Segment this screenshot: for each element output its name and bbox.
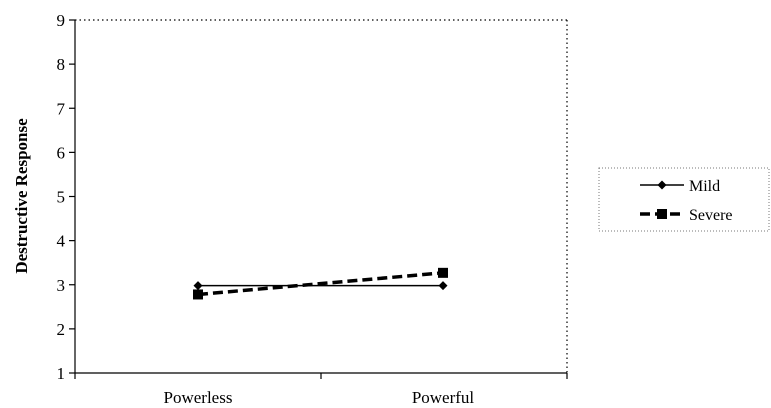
y-tick-label: 8 <box>57 55 66 74</box>
y-tick-label: 3 <box>57 276 66 295</box>
data-point-severe <box>438 267 448 278</box>
x-category-label: Powerless <box>164 388 233 407</box>
legend-label-mild: Mild <box>689 178 720 195</box>
legend-box <box>598 167 770 232</box>
y-tick-label: 6 <box>57 143 66 162</box>
y-tick-label: 1 <box>57 364 66 383</box>
series-layer <box>193 267 448 300</box>
y-tick-label: 7 <box>57 99 66 118</box>
data-point-severe <box>193 289 203 300</box>
x-category-label: Powerful <box>412 388 475 407</box>
y-axis-title: Destructive Response <box>12 118 31 274</box>
series-mild <box>193 281 448 291</box>
y-ticks: 1 2 3 4 5 6 7 8 9 <box>57 11 75 383</box>
series-line-severe <box>197 271 444 297</box>
y-tick-label: 2 <box>57 320 66 339</box>
plot-area <box>74 19 568 374</box>
x-ticks: Powerless Powerful <box>74 373 568 407</box>
legend-marker-mild <box>657 180 667 190</box>
legend-label-severe: Severe <box>689 207 733 224</box>
y-tick-label: 9 <box>57 11 66 30</box>
y-tick-label: 4 <box>57 232 66 251</box>
y-tick-label: 5 <box>57 188 66 207</box>
legend-marker-severe <box>657 209 667 219</box>
series-severe <box>193 267 448 300</box>
data-point-mild <box>193 281 203 291</box>
data-point-mild <box>438 281 448 291</box>
legend: Mild Severe <box>598 167 770 232</box>
